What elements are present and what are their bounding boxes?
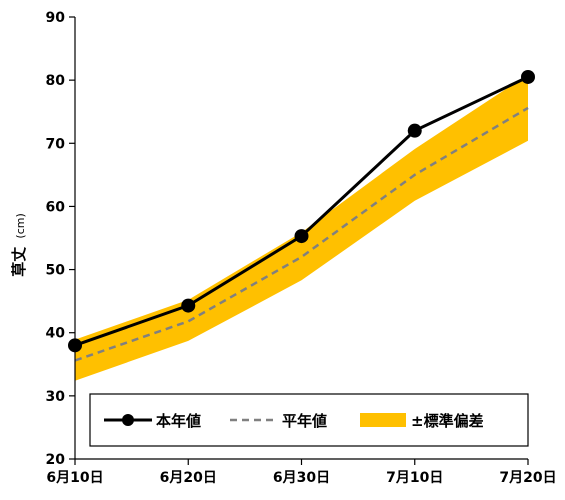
legend-item-normal-year: 平年値 xyxy=(230,412,327,430)
data-point-current-year xyxy=(407,123,422,138)
chart-marks xyxy=(68,69,535,381)
legend-item-current-year: 本年値 xyxy=(104,412,201,430)
legend-box xyxy=(89,393,529,447)
x-tick-label: 7月20日 xyxy=(499,470,556,486)
data-point-current-year xyxy=(294,229,309,244)
x-tick-label: 7月10日 xyxy=(386,470,443,486)
legend-label-std-dev: ±標準偏差 xyxy=(411,412,484,430)
y-tick-label: 80 xyxy=(46,73,66,89)
y-axis-label-unit: (cm) xyxy=(14,213,27,238)
x-tick-label: 6月30日 xyxy=(273,470,330,486)
y-axis-label-text: 草丈 xyxy=(10,247,28,277)
data-point-current-year xyxy=(521,69,535,84)
y-axis-ticks: 20 30 40 50 60 70 80 90 xyxy=(46,10,75,468)
legend-swatch-std-dev xyxy=(360,413,406,427)
y-axis-label: 草丈 (cm) xyxy=(10,213,28,277)
y-tick-label: 40 xyxy=(46,326,66,342)
legend-item-std-dev: ±標準偏差 xyxy=(360,412,484,430)
legend-label-normal-year: 平年値 xyxy=(282,412,327,430)
legend-marker-current-year xyxy=(122,414,134,426)
legend: 本年値 平年値 ±標準偏差 xyxy=(89,393,529,447)
data-point-current-year xyxy=(181,298,196,313)
x-tick-label: 6月10日 xyxy=(46,470,103,486)
y-tick-label: 60 xyxy=(46,199,66,215)
y-tick-label: 30 xyxy=(46,389,66,405)
y-tick-label: 70 xyxy=(46,136,66,152)
std-dev-band xyxy=(75,74,528,381)
series-line-normal-year xyxy=(74,106,529,362)
y-tick-label: 20 xyxy=(46,452,66,468)
x-axis-ticks: 6月10日 6月20日 6月30日 7月10日 7月20日 xyxy=(46,459,557,486)
series-line-current-year xyxy=(74,75,529,347)
y-tick-label: 50 xyxy=(46,263,66,279)
y-tick-label: 90 xyxy=(46,10,66,26)
x-tick-label: 6月20日 xyxy=(160,470,217,486)
legend-label-current-year: 本年値 xyxy=(156,412,201,430)
